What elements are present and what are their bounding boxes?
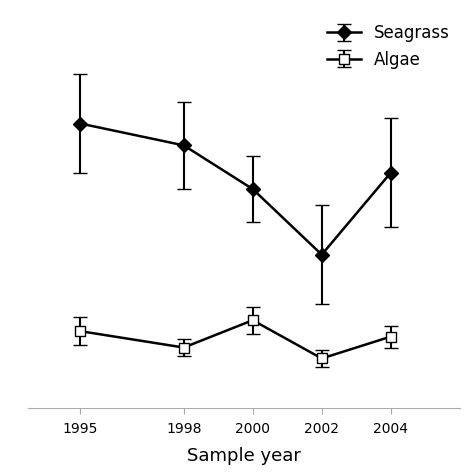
Legend: Seagrass, Algae: Seagrass, Algae [320,18,456,75]
X-axis label: Sample year: Sample year [187,447,301,465]
